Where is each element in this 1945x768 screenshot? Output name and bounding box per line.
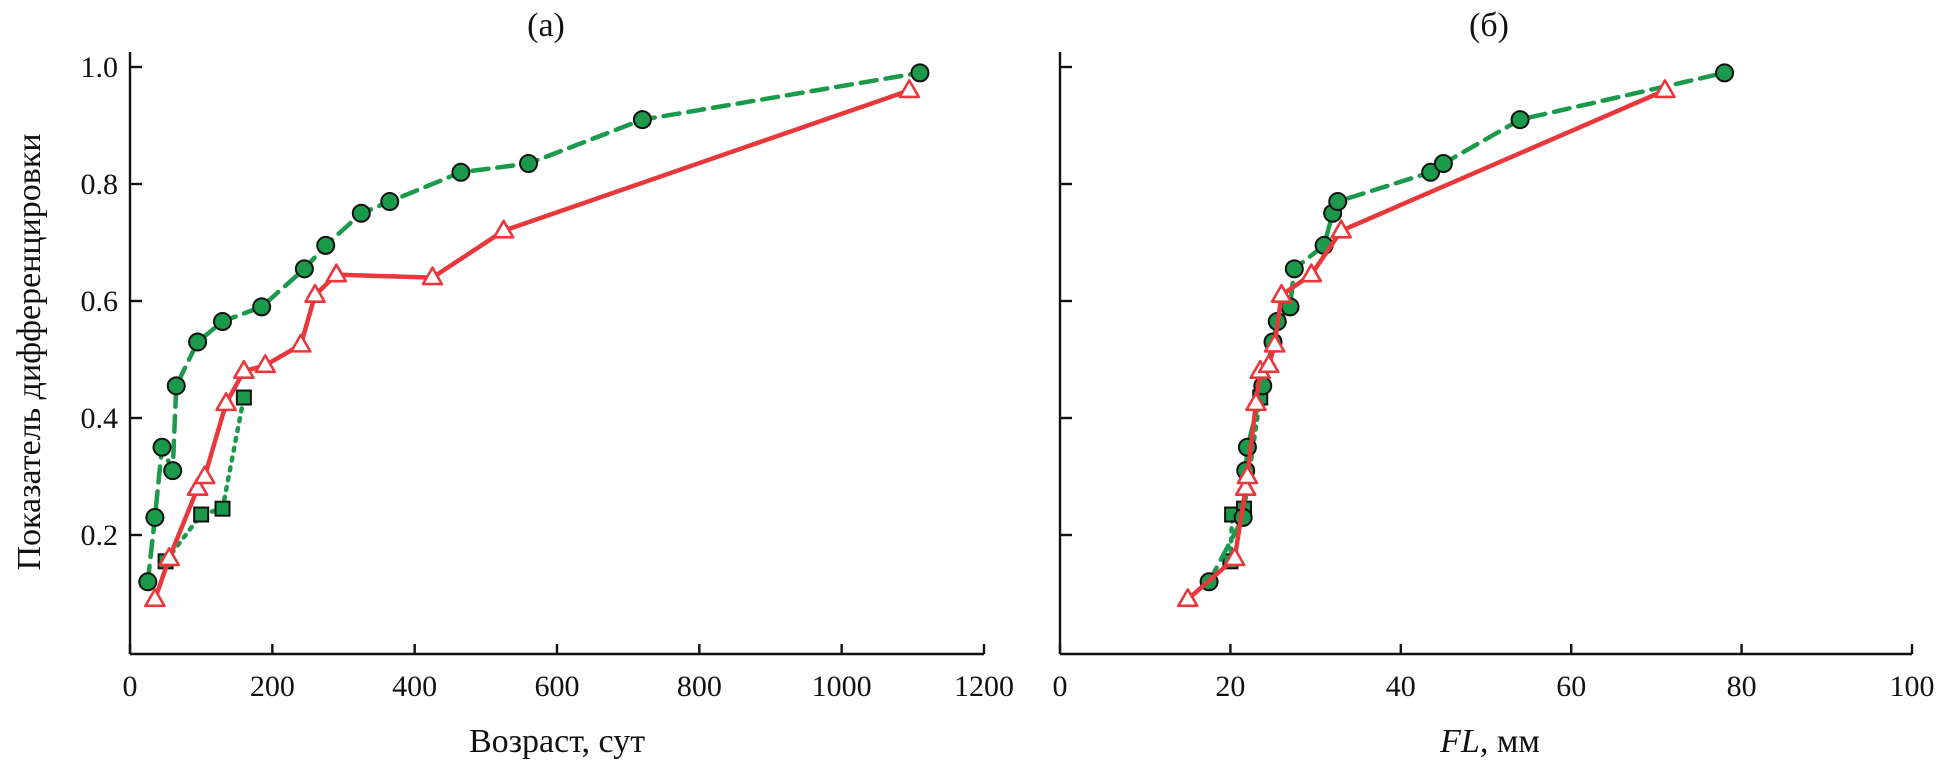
triangle-point <box>325 263 348 283</box>
panel-a-y-ticks: 0.2 0.4 0.6 0.8 1.0 <box>81 51 142 552</box>
circle-point <box>152 437 172 457</box>
x-tick-label: 0 <box>1053 670 1068 703</box>
triangle-point <box>1300 263 1323 283</box>
circle-point <box>632 110 652 130</box>
triangle-point <box>215 392 237 412</box>
triangle-point <box>254 354 277 374</box>
triangle-point <box>1270 283 1293 303</box>
panel-b-x-label: FL, мм <box>1439 723 1540 760</box>
circle-point <box>294 259 314 279</box>
triangle-point <box>289 333 312 353</box>
triangle-point <box>898 79 921 99</box>
y-tick-label: 0.6 <box>81 285 119 318</box>
panel-a-title: (а) <box>527 7 565 44</box>
circle-point <box>1421 162 1441 182</box>
triangle-point <box>186 476 209 497</box>
y-tick-label: 0.4 <box>81 402 119 435</box>
panel-a-series <box>138 63 930 608</box>
triangle-point <box>1177 588 1199 608</box>
x-tick-label: 40 <box>1386 670 1416 703</box>
circle-point <box>519 154 539 174</box>
y-tick-label: 0.2 <box>81 519 119 552</box>
panel-a-x-ticks: 0 200 400 600 800 1000 1200 <box>123 644 1014 703</box>
triangle-point <box>1234 476 1257 497</box>
panel-b-series <box>1177 63 1735 608</box>
square-point <box>193 506 210 523</box>
panel-b-title: (б) <box>1469 7 1509 44</box>
circle-point <box>1715 63 1735 83</box>
panel-b: (б) 0 20 40 60 80 100 FL, мм <box>1053 7 1935 760</box>
x-tick-label: 60 <box>1556 670 1586 703</box>
square-point <box>235 389 252 406</box>
panel-b-x-ticks: 0 20 40 60 80 100 <box>1053 644 1935 703</box>
circle-point <box>316 235 336 255</box>
x-tick-label: 200 <box>250 670 295 703</box>
triangle-point <box>1263 333 1286 353</box>
square-point <box>214 500 231 517</box>
panel-b-y-ticks <box>1060 65 1072 537</box>
triangle-point <box>1330 219 1352 239</box>
circle-point <box>252 297 272 317</box>
circle-point <box>163 461 183 481</box>
triangle-point <box>193 465 216 485</box>
x-tick-label: 100 <box>1890 670 1935 703</box>
panel-b-x-label-unit: , мм <box>1480 723 1540 760</box>
circle-point <box>1284 259 1304 279</box>
panel-a: (а) 0 200 400 600 800 1000 1200 0.2 0.4 0.6 0.8 1.… <box>11 7 1014 760</box>
series-line-circle <box>1206 70 1727 585</box>
x-tick-label: 1200 <box>954 670 1014 703</box>
circle-point <box>451 162 471 182</box>
series-line-square <box>163 395 247 564</box>
panel-a-x-label: Возраст, сут <box>469 723 645 760</box>
triangle-point <box>421 266 444 286</box>
triangle-point <box>1236 465 1259 485</box>
triangle-point <box>304 283 326 303</box>
triangle-point <box>1257 354 1280 374</box>
circle-point <box>145 507 165 527</box>
x-tick-label: 800 <box>677 670 722 703</box>
y-tick-label: 1.0 <box>81 51 119 84</box>
y-axis-label: Показатель дифференцировки <box>11 133 48 570</box>
x-tick-label: 20 <box>1215 670 1245 703</box>
circle-point <box>1510 110 1530 130</box>
circle-point <box>1433 154 1453 174</box>
circle-point <box>351 203 371 223</box>
panel-b-x-label-italic: FL <box>1439 723 1480 760</box>
x-tick-label: 80 <box>1727 670 1757 703</box>
circle-point <box>910 63 930 83</box>
circle-point <box>1328 192 1348 212</box>
triangle-point <box>1245 392 1267 412</box>
x-tick-label: 0 <box>123 670 138 703</box>
triangle-point <box>144 588 166 608</box>
circle-point <box>213 311 233 331</box>
triangle-point <box>492 219 515 239</box>
triangle-point <box>1654 79 1676 99</box>
x-tick-label: 400 <box>392 670 437 703</box>
triangle-point <box>1223 547 1246 567</box>
triangle-point <box>158 547 180 567</box>
circle-point <box>166 376 186 396</box>
series-line-circle <box>145 70 923 585</box>
triangle-point <box>233 359 255 380</box>
circle-point <box>380 192 400 212</box>
x-tick-label: 600 <box>535 670 580 703</box>
circle-point <box>138 572 158 592</box>
y-tick-label: 0.8 <box>81 168 119 201</box>
circle-point <box>188 332 208 352</box>
x-tick-label: 1000 <box>812 670 872 703</box>
